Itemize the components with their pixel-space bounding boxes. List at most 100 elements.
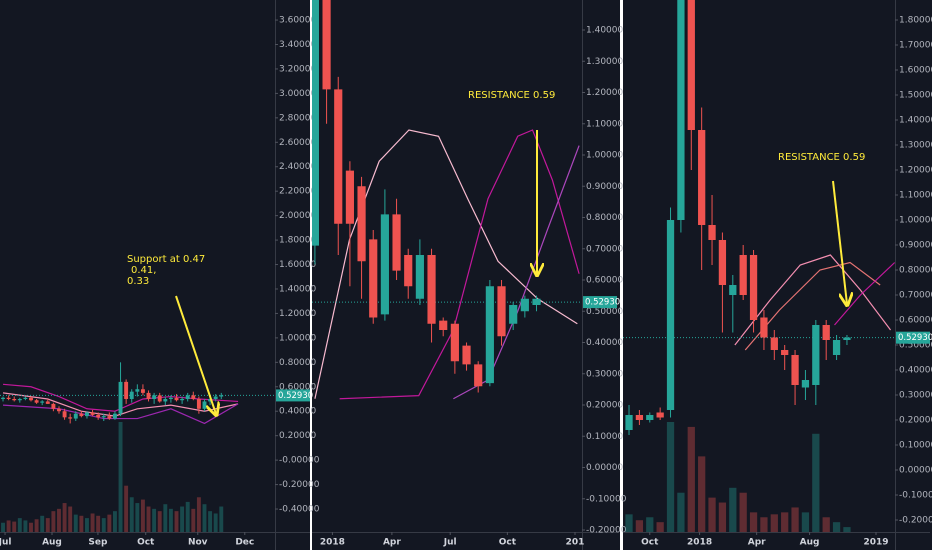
candle-body [202,401,207,409]
candle-body [801,380,810,388]
candle-body [520,298,529,312]
y-tick-label: 0.20000 [279,431,316,441]
plot-area [0,362,275,532]
y-tick-label: 1.70000 [899,41,932,51]
volume-bar [781,512,789,532]
y-tick-label: 1.20000 [279,309,316,319]
x-tick-label: Oct [641,538,659,548]
candle-body [415,255,424,299]
volume-bar [666,422,675,532]
candle-body [152,395,157,399]
candle-body [760,317,768,338]
candle-body [312,0,319,246]
volume-bar [140,499,145,532]
volume-bar [801,512,810,532]
candle-body [770,337,778,350]
volume-bar [219,506,224,532]
y-tick-label: 0.00000 [899,466,932,476]
candle-body [213,396,218,399]
ma-line [744,261,881,351]
candle-body [168,397,173,399]
volume-bar [812,433,820,532]
candle-body [208,399,213,402]
annotation: 0.33 [127,276,149,287]
volume-bar [135,503,140,532]
x-tick-label: Jul [443,538,457,548]
candle-body [17,399,22,401]
x-tick-label: Sep [88,538,108,548]
candle-body [708,225,716,240]
x-tick-label: Apr [383,538,401,548]
candle-body [79,413,84,417]
y-tick-label: 0.30000 [586,369,623,379]
volume-bar [101,518,106,532]
candle-body [749,255,758,320]
last-price-label: 0.52930 [278,391,313,401]
volume-bar [73,514,78,532]
volume-bar [57,508,61,532]
y-tick-label: 1.60000 [279,260,316,270]
volume-bar [832,522,841,532]
candle-body [427,255,436,324]
candle-body [646,415,654,420]
y-tick-label: 1.20000 [586,88,623,98]
volume-bar [29,522,33,532]
volume-bar [822,517,830,532]
volume-bar [729,487,737,532]
volume-bar [191,508,196,532]
ma-line [734,254,892,346]
panel: 3.60000 3.40000 3.20000 3.00000 2.80000 2.600… [0,0,320,550]
volume-bar [17,518,22,532]
x-tick-label: Jul [0,538,11,548]
candle-body [73,413,78,419]
plot-area [312,0,582,400]
volume-bar [687,426,695,532]
candle-body [34,400,39,403]
volume-bar [79,515,84,532]
y-tick-label: 0.60000 [586,276,623,286]
volume-bar [6,520,11,532]
candle-body [163,399,168,402]
y-tick-label: 0.80000 [279,358,316,368]
candle-body [180,399,185,401]
candle-body [439,320,448,330]
y-tick-label: 0.70000 [586,244,623,254]
x-tick-label: Apr [748,538,766,548]
candle-body [812,325,820,385]
y-tick-label: 0.90000 [586,182,623,192]
y-tick-label: 1.00000 [279,333,316,343]
volume-bar [708,497,716,532]
y-tick-label: 0.10000 [586,432,623,442]
candle-body [191,395,196,399]
y-tick-label: 0.00000 [586,463,623,473]
candle-body [718,240,727,285]
volume-bar [129,497,134,532]
candle-body [635,415,644,420]
candle-body [12,399,17,401]
volume-bar [124,485,129,532]
candle-body [45,401,50,404]
volume-bar [152,508,157,532]
y-tick-label: 0.40000 [899,366,932,376]
y-tick-label: -0.10000 [586,494,627,504]
volume-bar [118,422,123,532]
y-tick-label: 0.70000 [899,291,932,301]
candle-body [666,220,675,410]
candle-body [96,414,101,418]
y-tick-label: 0.90000 [899,241,932,251]
candle-body [6,397,11,399]
candle-body [174,397,179,401]
volume-bar [749,512,758,532]
y-tick-label: 2.80000 [279,113,316,123]
volume-bar [40,515,45,532]
volume-bar [843,527,851,532]
volume-bar [90,513,95,532]
panel-bg [0,0,310,550]
x-tick-label: Nov [188,538,208,548]
volume-bar [196,497,201,532]
arrow [832,180,847,304]
volume-bar [23,520,28,532]
volume-bar [45,518,50,532]
candle-body [51,403,56,409]
